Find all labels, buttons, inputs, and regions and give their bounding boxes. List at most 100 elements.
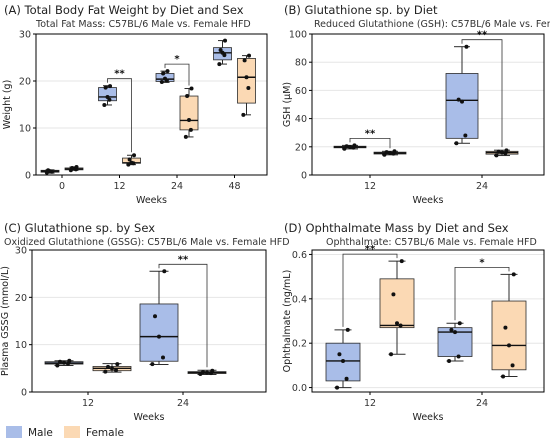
data-point: [456, 354, 461, 359]
panel-title: (A) Total Body Fat Weight by Diet and Se…: [4, 3, 244, 17]
y-axis-label: Weight (g): [2, 80, 13, 130]
box-iqr: [445, 73, 479, 139]
legend: Male Female: [6, 426, 124, 439]
x-tick-label: 0: [59, 181, 65, 192]
y-tick-label: 80: [295, 58, 307, 69]
data-point: [108, 84, 113, 89]
data-point: [511, 272, 516, 277]
y-tick-label: 20: [15, 293, 27, 304]
data-point: [217, 62, 222, 67]
y-tick-label: 100: [289, 30, 307, 41]
data-point: [127, 157, 132, 162]
data-point: [391, 292, 396, 297]
legend-swatch-male: [6, 426, 22, 438]
data-point: [504, 148, 509, 153]
box-iqr: [139, 303, 179, 362]
data-point: [62, 360, 66, 365]
data-point: [188, 127, 193, 132]
data-point: [107, 97, 112, 102]
significance-label: **: [365, 244, 376, 255]
data-point: [246, 86, 251, 91]
data-point: [348, 144, 352, 149]
significance-bracket-24: *: [164, 54, 190, 86]
significance-bracket-12: **: [107, 69, 132, 153]
significance-bracket-12: **: [349, 128, 391, 149]
panel-subtitle: Reduced Glutathione (GSH): C57BL/6 Male …: [314, 19, 550, 30]
x-axis-label: Weeks: [134, 412, 165, 423]
data-point: [503, 151, 508, 156]
x-tick-label: 12: [364, 398, 376, 409]
x-tick-label: 24: [476, 181, 488, 192]
box-male-0: [40, 168, 60, 175]
x-tick-label: 12: [82, 398, 94, 409]
bracket-line: [164, 63, 190, 86]
box-male-24: [437, 321, 473, 363]
chart-panel-4: (D) Ophthalmate Mass by Diet and Sex Opht…: [282, 221, 545, 423]
bracket-line: [107, 78, 132, 153]
data-point: [163, 76, 167, 81]
data-point: [113, 368, 118, 373]
box-female-24: [491, 272, 527, 379]
x-tick-label: 12: [113, 181, 125, 192]
significance-bracket-24: **: [461, 30, 503, 148]
box-male-48: [213, 38, 232, 67]
box-female-24: [187, 368, 227, 377]
x-tick-label: 24: [476, 398, 488, 409]
plot-frame: [35, 33, 268, 176]
data-point: [223, 38, 228, 43]
y-tick-label: 60: [295, 86, 307, 97]
y-tick-label: 30: [15, 246, 27, 257]
data-point: [398, 323, 403, 328]
data-point: [103, 369, 108, 374]
data-point: [494, 153, 499, 158]
data-point: [447, 358, 452, 363]
box-female-24: [485, 148, 519, 158]
significance-label: **: [477, 30, 488, 41]
data-point: [129, 160, 134, 165]
data-point: [453, 330, 457, 335]
data-point: [70, 165, 75, 170]
data-point: [247, 53, 252, 58]
data-point: [335, 385, 340, 390]
data-point: [102, 102, 107, 107]
panel-subtitle: Ophthalmate: C57BL/6 Male vs. Female HFD: [326, 237, 537, 248]
data-point: [159, 79, 164, 84]
data-point: [496, 149, 501, 154]
box-female-48: [237, 53, 256, 117]
box-male-24: [445, 44, 479, 146]
box-male-12: [44, 358, 84, 368]
y-tick-label: 0.2: [292, 339, 307, 350]
box-female-12: [92, 362, 132, 374]
chart-panel-3: (C) Glutathione sp. by Sex Oxidized Gluta…: [0, 221, 290, 423]
data-point: [399, 259, 404, 264]
data-point: [244, 75, 249, 80]
data-point: [344, 144, 349, 149]
data-point: [220, 50, 225, 55]
box-female-24: [179, 86, 199, 139]
y-tick-label: 0.4: [292, 294, 307, 305]
significance-bracket-24: *: [454, 257, 510, 321]
data-point: [103, 85, 108, 90]
data-point: [132, 153, 137, 158]
significance-label: *: [174, 54, 180, 65]
y-tick-label: 20: [295, 142, 307, 153]
x-tick-label: 24: [177, 398, 189, 409]
significance-bracket-12: **: [342, 244, 398, 327]
y-tick-label: 0: [25, 171, 31, 182]
box-male-12: [333, 143, 367, 151]
plot-frame-border: [31, 249, 267, 393]
data-point: [352, 143, 357, 148]
bracket-line: [158, 263, 208, 368]
y-axis-label: Plasma GSSG (mmol/L): [0, 266, 11, 376]
data-point: [105, 94, 110, 99]
data-point: [456, 97, 461, 102]
y-tick-label: 0.0: [292, 383, 307, 394]
data-point: [454, 141, 459, 146]
data-point: [160, 355, 165, 360]
plot-frame-border: [311, 249, 545, 393]
data-point: [501, 374, 506, 379]
data-point: [55, 363, 60, 368]
panel-title: (D) Ophthalmate Mass by Diet and Sex: [284, 221, 509, 235]
data-point: [388, 151, 392, 156]
